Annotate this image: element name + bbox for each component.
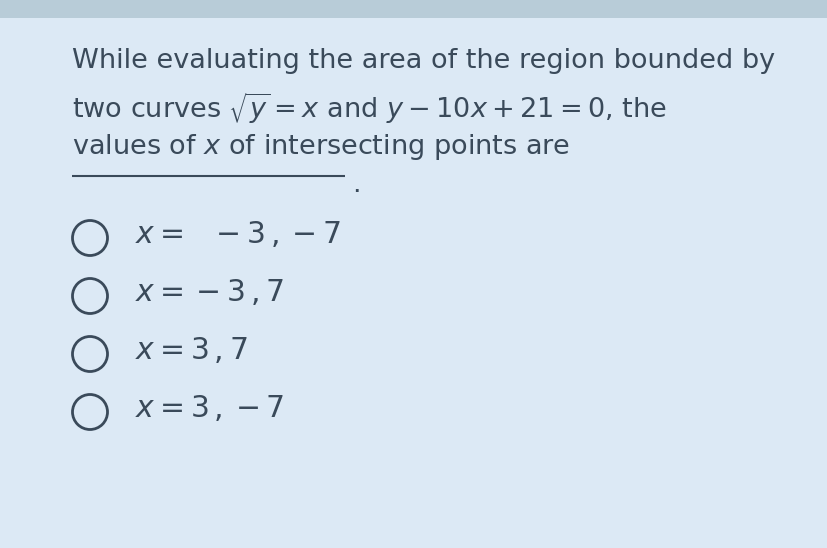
Text: values of $x$ of intersecting points are: values of $x$ of intersecting points are [72,132,570,162]
Text: $x =\ \ -3\,,-7$: $x =\ \ -3\,,-7$ [135,219,340,249]
Text: $x = 3\,,-7$: $x = 3\,,-7$ [135,393,284,423]
Text: $x = -3\,,7$: $x = -3\,,7$ [135,277,284,307]
Text: .: . [351,172,360,198]
Text: two curves $\sqrt{y} = x$ and $y - 10x + 21 = 0$, the: two curves $\sqrt{y} = x$ and $y - 10x +… [72,90,666,125]
Text: While evaluating the area of the region bounded by: While evaluating the area of the region … [72,48,774,74]
Text: $x = 3\,,7$: $x = 3\,,7$ [135,335,247,365]
FancyBboxPatch shape [0,0,827,18]
